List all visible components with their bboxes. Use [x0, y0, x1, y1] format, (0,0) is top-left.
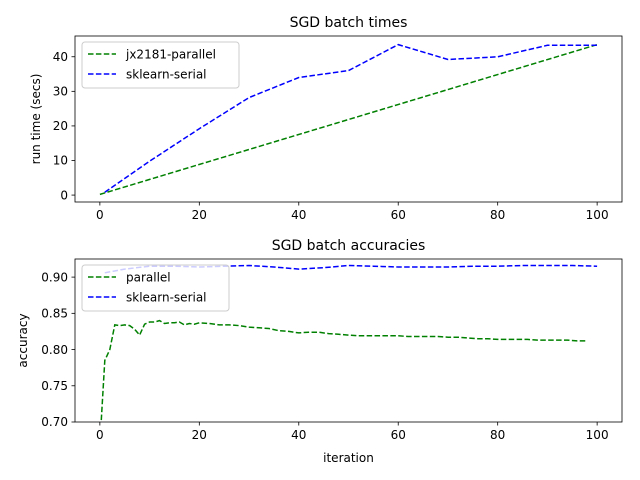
- x-axis-label: iteration: [323, 451, 374, 465]
- x-tick-label: 60: [391, 428, 406, 442]
- series-group: [100, 264, 598, 422]
- x-tick-label: 0: [96, 428, 104, 442]
- x-tick-label: 80: [490, 428, 505, 442]
- y-tick-label: 0.85: [41, 307, 68, 321]
- x-tick-label: 20: [192, 428, 207, 442]
- series-line-0: [100, 319, 588, 422]
- legend: parallel sklearn-serial: [81, 264, 230, 312]
- y-tick-label: 40: [53, 50, 68, 64]
- series-line-1: [104, 43, 598, 193]
- y-axis-label: run time (secs): [29, 74, 43, 165]
- series-group: [99, 43, 598, 196]
- legend-entry: sklearn-serial: [126, 290, 207, 304]
- legend: jx2181-parallel sklearn-serial: [81, 41, 240, 89]
- legend-entry: sklearn-serial: [126, 67, 207, 81]
- chart-title: SGD batch times: [290, 15, 408, 31]
- y-tick-label: 0.75: [41, 379, 68, 393]
- y-tick-label: 30: [53, 85, 68, 99]
- y-axis-label: accuracy: [16, 313, 30, 367]
- chart-batch-accuracies: 0 20 40 60 80 100 0.70 0.75 0.80 0.85 0.90 SGD batc…: [16, 238, 623, 465]
- x-tick-label: 40: [291, 428, 306, 442]
- x-tick-label: 0: [96, 208, 104, 222]
- y-tick-label: 0.80: [41, 343, 68, 357]
- y-tick-label: 0.90: [41, 270, 68, 284]
- y-tick-label: 10: [53, 154, 68, 168]
- axes-frame: [74, 258, 623, 423]
- y-tick-label: 0: [60, 188, 68, 202]
- x-tick-label: 100: [586, 208, 609, 222]
- legend-entry: parallel: [126, 270, 171, 284]
- legend-box: [81, 264, 230, 312]
- x-tick-label: 100: [586, 428, 609, 442]
- axes-frame: [74, 35, 623, 203]
- y-tick-label: 20: [53, 119, 68, 133]
- legend-box: [81, 41, 240, 89]
- chart-batch-times: 0 20 40 60 80 100 0 10 20 30 40 SGD batch times run …: [29, 15, 623, 222]
- x-tick-label: 80: [490, 208, 505, 222]
- y-tick-label: 0.70: [41, 415, 68, 429]
- chart-title: SGD batch accuracies: [272, 238, 426, 254]
- x-tick-label: 60: [391, 208, 406, 222]
- legend-entry: jx2181-parallel: [125, 47, 216, 61]
- x-tick-label: 20: [192, 208, 207, 222]
- x-tick-label: 40: [291, 208, 306, 222]
